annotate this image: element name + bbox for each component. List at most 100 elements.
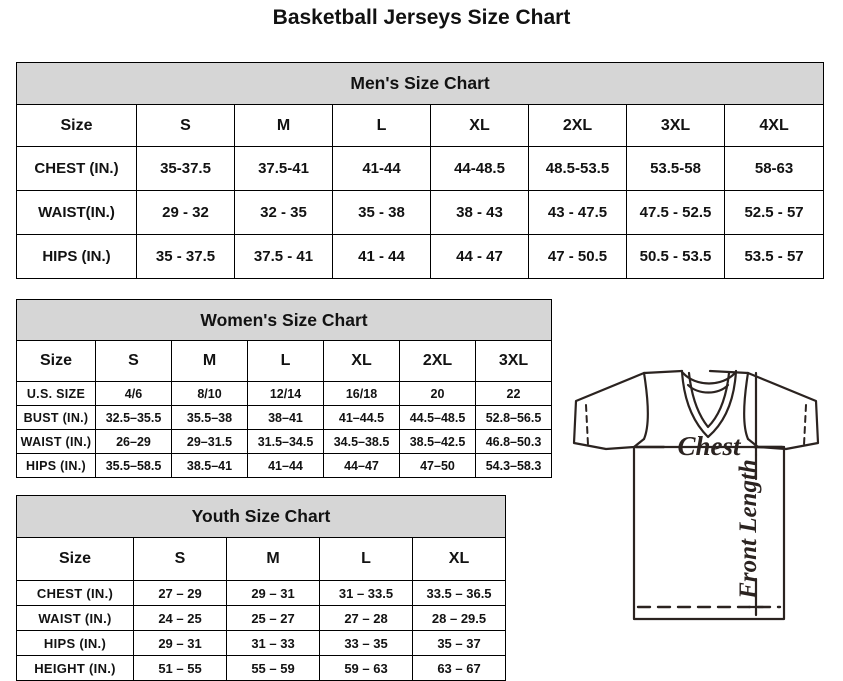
right-sleeve-outline (746, 371, 820, 451)
youth-height-xl: 63 – 67 (411, 655, 507, 681)
womens-hips-2xl: 47–50 (399, 453, 476, 478)
womens-col-header-l: L (247, 340, 324, 382)
womens-row-label-bust: BUST (IN.) (16, 405, 96, 430)
youth-hips-xl: 35 – 37 (411, 630, 507, 656)
womens-ussize-2xl: 20 (399, 381, 476, 406)
womens-ussize-m: 8/10 (171, 381, 248, 406)
youth-col-header-xl: XL (411, 537, 507, 581)
youth-col-header-l: L (319, 537, 413, 581)
table-row: WAIST (IN.) 24 – 25 25 – 27 27 – 28 28 –… (16, 605, 507, 631)
youth-col-header-s: S (133, 537, 227, 581)
mens-col-header-4xl: 4XL (723, 104, 825, 147)
mens-chest-xl: 44-48.5 (430, 146, 529, 191)
mens-col-header-l: L (332, 104, 431, 147)
table-row: HIPS (IN.) 35 - 37.5 37.5 - 41 41 - 44 4… (16, 234, 825, 279)
womens-row-label-waist: WAIST (IN.) (16, 429, 96, 454)
front-length-measurement-label: Front Length (735, 459, 762, 600)
youth-hips-s: 29 – 31 (133, 630, 227, 656)
youth-hips-l: 33 – 35 (319, 630, 413, 656)
womens-col-header-2xl: 2XL (399, 340, 476, 382)
womens-table-title-row: Women's Size Chart (16, 299, 552, 341)
womens-bust-2xl: 44.5–48.5 (399, 405, 476, 430)
table-row: WAIST(IN.) 29 - 32 32 - 35 35 - 38 38 - … (16, 190, 825, 235)
table-row: HEIGHT (IN.) 51 – 55 55 – 59 59 – 63 63 … (16, 655, 507, 681)
mens-hips-l: 41 - 44 (332, 234, 431, 279)
collar-rib-1 (681, 371, 737, 385)
youth-chest-s: 27 – 29 (133, 580, 227, 606)
womens-ussize-s: 4/6 (95, 381, 172, 406)
vneck-inner (687, 371, 731, 429)
table-row: WAIST (IN.) 26–29 29–31.5 31.5–34.5 34.5… (16, 429, 552, 454)
mens-waist-m: 32 - 35 (234, 190, 333, 235)
mens-hips-xl: 44 - 47 (430, 234, 529, 279)
womens-table-title: Women's Size Chart (16, 299, 552, 341)
table-row: HIPS (IN.) 35.5–58.5 38.5–41 41–44 44–47… (16, 453, 552, 478)
table-row: U.S. SIZE 4/6 8/10 12/14 16/18 20 22 (16, 381, 552, 406)
womens-ussize-3xl: 22 (475, 381, 552, 406)
youth-chest-l: 31 – 33.5 (319, 580, 413, 606)
mens-row-label-hips: HIPS (IN.) (16, 234, 137, 279)
mens-size-chart-table: Men's Size Chart Size S M L XL 2XL 3XL 4… (15, 62, 825, 279)
womens-hips-m: 38.5–41 (171, 453, 248, 478)
youth-waist-l: 27 – 28 (319, 605, 413, 631)
mens-waist-l: 35 - 38 (332, 190, 431, 235)
table-row: BUST (IN.) 32.5–35.5 35.5–38 38–41 41–44… (16, 405, 552, 430)
youth-waist-s: 24 – 25 (133, 605, 227, 631)
womens-bust-xl: 41–44.5 (323, 405, 400, 430)
mens-chest-4xl: 58-63 (723, 146, 825, 191)
womens-waist-3xl: 46.8–50.3 (475, 429, 552, 454)
womens-header-row: Size S M L XL 2XL 3XL (16, 340, 552, 382)
youth-waist-m: 25 – 27 (226, 605, 320, 631)
left-sleeve-hem-dash (585, 404, 589, 446)
youth-header-row: Size S M L XL (16, 537, 507, 581)
mens-table-title-row: Men's Size Chart (15, 62, 825, 105)
page-title: Basketball Jerseys Size Chart (272, 6, 571, 29)
mens-col-header-xl: XL (430, 104, 529, 147)
womens-hips-s: 35.5–58.5 (95, 453, 172, 478)
womens-ussize-l: 12/14 (247, 381, 324, 406)
youth-chest-m: 29 – 31 (226, 580, 320, 606)
left-shoulder (642, 369, 684, 375)
womens-col-header-size: Size (16, 340, 96, 382)
youth-hips-m: 31 – 33 (226, 630, 320, 656)
collar-rib-2 (686, 383, 730, 394)
youth-col-header-size: Size (16, 537, 134, 581)
right-sleeve-hem-dash (803, 404, 807, 446)
mens-waist-3xl: 47.5 - 52.5 (626, 190, 725, 235)
vneck-outer (680, 369, 738, 439)
mens-col-header-m: M (234, 104, 333, 147)
mens-waist-xl: 38 - 43 (430, 190, 529, 235)
left-sleeve-seam (642, 371, 649, 441)
youth-table-title: Youth Size Chart (15, 495, 507, 538)
youth-waist-xl: 28 – 29.5 (411, 605, 507, 631)
womens-waist-2xl: 38.5–42.5 (399, 429, 476, 454)
womens-col-header-s: S (95, 340, 172, 382)
mens-col-header-s: S (136, 104, 235, 147)
womens-col-header-m: M (171, 340, 248, 382)
table-row: CHEST (IN.) 35-37.5 37.5-41 41-44 44-48.… (16, 146, 825, 191)
body-outline (632, 445, 786, 621)
youth-col-header-m: M (226, 537, 320, 581)
mens-row-label-waist: WAIST(IN.) (16, 190, 137, 235)
youth-table-title-row: Youth Size Chart (15, 495, 507, 538)
left-sleeve-outline (572, 371, 646, 451)
youth-row-label-hips: HIPS (IN.) (16, 630, 134, 656)
womens-waist-s: 26–29 (95, 429, 172, 454)
youth-row-label-chest: CHEST (IN.) (16, 580, 134, 606)
youth-chest-xl: 33.5 – 36.5 (411, 580, 507, 606)
womens-size-chart-table: Women's Size Chart Size S M L XL 2XL 3XL… (16, 299, 552, 478)
mens-hips-m: 37.5 - 41 (234, 234, 333, 279)
right-sleeve-seam (743, 371, 750, 441)
youth-row-label-waist: WAIST (IN.) (16, 605, 134, 631)
womens-bust-s: 32.5–35.5 (95, 405, 172, 430)
mens-waist-s: 29 - 32 (136, 190, 235, 235)
table-row: CHEST (IN.) 27 – 29 29 – 31 31 – 33.5 33… (16, 580, 507, 606)
mens-chest-l: 41-44 (332, 146, 431, 191)
youth-height-m: 55 – 59 (226, 655, 320, 681)
jersey-measurement-diagram: Chest Front Length (556, 343, 836, 663)
womens-waist-l: 31.5–34.5 (247, 429, 324, 454)
womens-hips-3xl: 54.3–58.3 (475, 453, 552, 478)
mens-col-header-size: Size (16, 104, 137, 147)
mens-waist-2xl: 43 - 47.5 (528, 190, 627, 235)
mens-col-header-2xl: 2XL (528, 104, 627, 147)
